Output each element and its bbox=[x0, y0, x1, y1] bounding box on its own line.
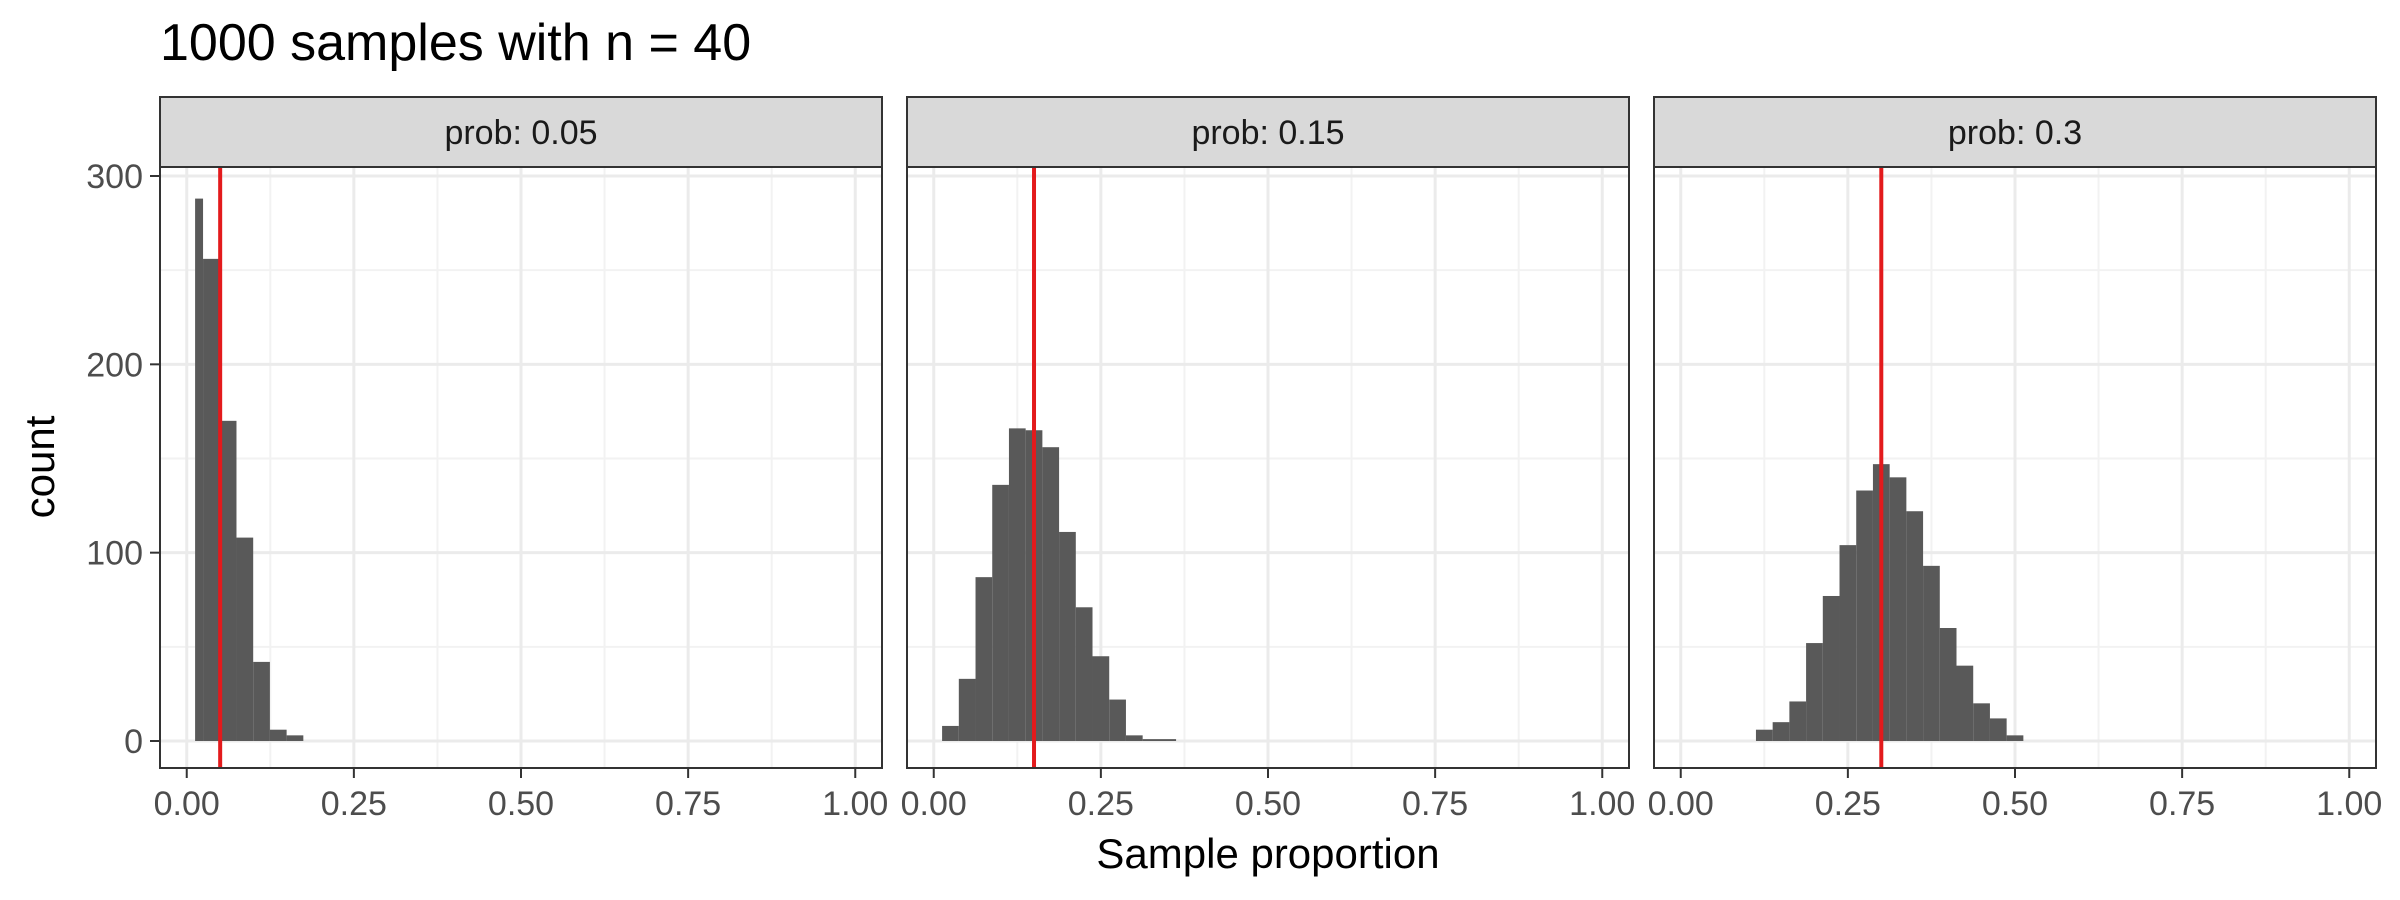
x-tick-label: 0.50 bbox=[1235, 785, 1301, 823]
facet-panel: prob: 0.05 0.00 0.25 0.50 0.75 1.00 bbox=[154, 96, 888, 823]
histogram-bar bbox=[2006, 735, 2024, 741]
x-tick-label: 1.00 bbox=[822, 785, 888, 823]
x-tick-label: 0.75 bbox=[2149, 785, 2215, 823]
histogram-bar bbox=[1806, 643, 1823, 741]
facet-strip bbox=[906, 96, 1630, 168]
facet-strip-label: prob: 0.05 bbox=[444, 114, 597, 152]
x-axis-title: Sample proportion bbox=[1096, 830, 1439, 877]
facet-strip-label: prob: 0.3 bbox=[1948, 114, 2082, 152]
x-tick-label: 0.75 bbox=[655, 785, 721, 823]
histogram-bar bbox=[1822, 595, 1840, 741]
histogram-bar bbox=[1889, 477, 1907, 741]
histogram-bar bbox=[253, 661, 270, 741]
histogram-bar bbox=[1839, 545, 1857, 741]
y-tick-label: 100 bbox=[86, 535, 143, 573]
histogram-bar bbox=[203, 258, 220, 741]
y-tick-label: 0 bbox=[124, 723, 143, 761]
chart-title: 1000 samples with n = 40 bbox=[160, 14, 751, 72]
y-tick-label: 200 bbox=[86, 346, 143, 384]
facet-strip bbox=[159, 96, 883, 168]
x-tick-label: 1.00 bbox=[2316, 785, 2382, 823]
x-tick-label: 0.75 bbox=[1402, 785, 1468, 823]
histogram-bar bbox=[958, 678, 976, 741]
histogram-bar bbox=[1125, 735, 1143, 741]
histogram-bar bbox=[1989, 718, 2007, 741]
histogram-bar bbox=[1923, 565, 1940, 741]
histogram-bar bbox=[1772, 722, 1790, 741]
facet-strip bbox=[1653, 96, 2377, 168]
histogram-bar bbox=[1059, 531, 1076, 741]
histogram-bar bbox=[1092, 656, 1110, 741]
histogram-bar bbox=[236, 537, 254, 741]
x-tick-label: 0.25 bbox=[321, 785, 387, 823]
y-tick-label: 300 bbox=[86, 158, 143, 196]
histogram-bar bbox=[195, 198, 204, 742]
x-tick-label: 0.50 bbox=[1982, 785, 2048, 823]
x-tick-label: 0.00 bbox=[1648, 785, 1714, 823]
x-tick-label: 0.50 bbox=[488, 785, 554, 823]
facet-panel: prob: 0.3 0.00 0.25 0.50 0.75 1.00 bbox=[1648, 96, 2382, 823]
histogram-bar bbox=[942, 725, 959, 741]
histogram-bar bbox=[992, 484, 1009, 741]
histogram-bar bbox=[1856, 490, 1873, 741]
histogram-bar bbox=[1973, 703, 1990, 741]
y-axis-title: count bbox=[16, 415, 63, 518]
histogram-bar bbox=[1939, 628, 1957, 741]
histogram-bar bbox=[219, 420, 237, 741]
histogram-bar bbox=[975, 577, 993, 741]
histogram-bar bbox=[1142, 739, 1177, 741]
histogram-bar bbox=[1956, 665, 1974, 741]
histogram-bar bbox=[1075, 607, 1093, 741]
histogram-bar bbox=[286, 735, 304, 741]
x-tick-label: 1.00 bbox=[1569, 785, 1635, 823]
histogram-bar bbox=[1109, 699, 1126, 741]
x-tick-label: 0.00 bbox=[154, 785, 220, 823]
x-tick-label: 0.00 bbox=[901, 785, 967, 823]
histogram-bar bbox=[1008, 428, 1026, 741]
histogram-bar bbox=[269, 729, 287, 741]
histogram-bar bbox=[1906, 511, 1924, 741]
histogram-bar bbox=[1789, 701, 1807, 741]
facet-panel: prob: 0.15 0.00 0.25 0.50 0.75 1.00 bbox=[901, 96, 1635, 823]
x-tick-label: 0.25 bbox=[1815, 785, 1881, 823]
x-tick-label: 0.25 bbox=[1068, 785, 1134, 823]
histogram-bar bbox=[1042, 447, 1060, 741]
histogram-bar bbox=[1755, 729, 1773, 741]
y-axis: 0 100 200 300 bbox=[86, 158, 160, 761]
facet-strip-label: prob: 0.15 bbox=[1191, 114, 1344, 152]
